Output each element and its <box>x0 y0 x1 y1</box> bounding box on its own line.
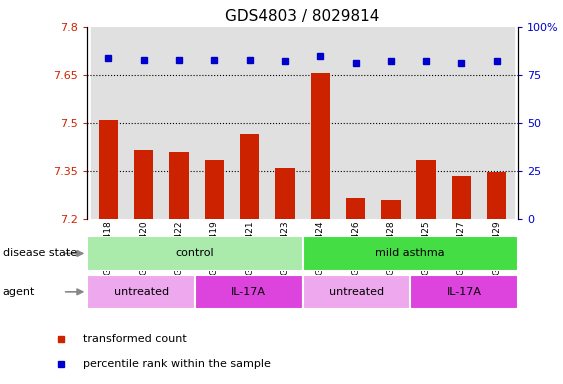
Bar <box>303 275 410 309</box>
Bar <box>232 27 267 219</box>
Text: control: control <box>176 248 215 258</box>
Title: GDS4803 / 8029814: GDS4803 / 8029814 <box>225 9 380 24</box>
Bar <box>162 27 196 219</box>
Bar <box>267 27 303 219</box>
Bar <box>196 27 232 219</box>
Bar <box>195 275 303 309</box>
Bar <box>99 120 118 219</box>
Bar <box>311 73 330 219</box>
Text: agent: agent <box>3 287 35 297</box>
Bar <box>303 27 338 219</box>
Text: mild asthma: mild asthma <box>376 248 445 258</box>
Bar <box>417 160 436 219</box>
Text: disease state: disease state <box>3 248 77 258</box>
Text: percentile rank within the sample: percentile rank within the sample <box>83 359 270 369</box>
Bar <box>240 134 260 219</box>
Bar <box>409 27 444 219</box>
Bar <box>338 27 373 219</box>
Bar <box>410 275 518 309</box>
Bar <box>126 27 162 219</box>
Bar <box>87 236 303 271</box>
Bar <box>452 176 471 219</box>
Text: untreated: untreated <box>329 287 384 297</box>
Bar <box>134 150 154 219</box>
Bar <box>169 152 189 219</box>
Bar <box>479 27 515 219</box>
Text: IL-17A: IL-17A <box>446 287 481 297</box>
Text: IL-17A: IL-17A <box>231 287 266 297</box>
Bar <box>275 168 294 219</box>
Bar <box>346 198 365 219</box>
Bar <box>87 275 195 309</box>
Bar <box>373 27 409 219</box>
Bar <box>204 160 224 219</box>
Bar <box>91 27 126 219</box>
Bar <box>303 236 518 271</box>
Text: untreated: untreated <box>114 287 169 297</box>
Text: transformed count: transformed count <box>83 334 186 344</box>
Bar <box>444 27 479 219</box>
Bar <box>381 200 401 219</box>
Bar <box>487 172 507 219</box>
